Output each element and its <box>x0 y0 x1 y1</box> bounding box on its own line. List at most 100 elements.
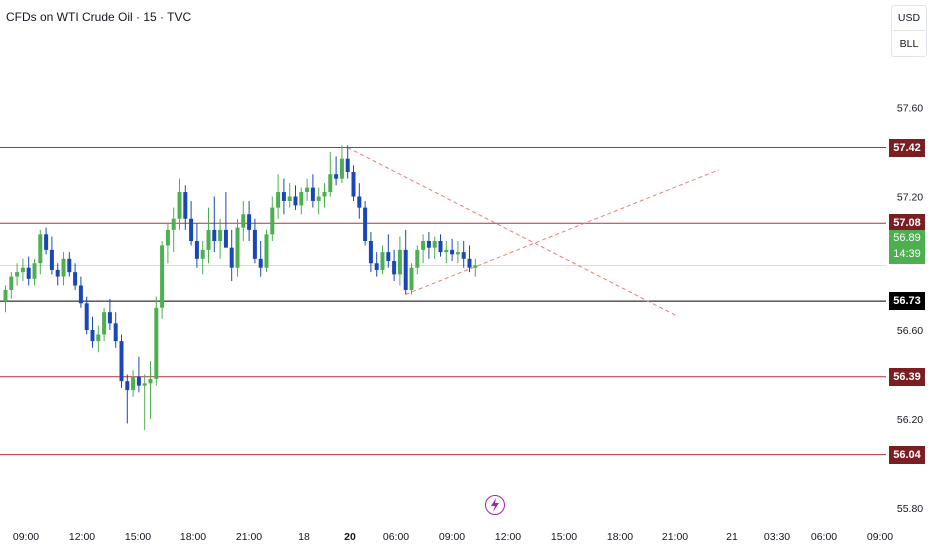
candle <box>142 374 147 431</box>
candle-body <box>73 272 78 286</box>
candle <box>374 252 379 277</box>
candle <box>3 285 8 313</box>
candle-body <box>142 383 147 386</box>
candle-body <box>38 234 43 264</box>
candle-body <box>148 378 153 384</box>
event-bolt-icon[interactable] <box>485 495 505 515</box>
candle <box>403 229 408 295</box>
candle <box>357 183 362 219</box>
candle <box>32 258 37 286</box>
candle-body <box>90 330 95 342</box>
candle <box>107 298 112 330</box>
candle-body <box>84 303 89 330</box>
candle <box>189 200 194 246</box>
candle-body <box>299 192 304 206</box>
candle-body <box>415 249 420 268</box>
level-price-label: 57.42 <box>889 138 925 157</box>
candle <box>461 241 466 268</box>
trend-line[interactable] <box>347 147 679 318</box>
candle <box>351 165 356 201</box>
currency-label[interactable]: USD <box>897 12 921 24</box>
candle-body <box>270 207 275 235</box>
candle <box>397 236 402 286</box>
candle-body <box>473 265 478 268</box>
candle-body <box>334 174 339 179</box>
level-price-label: 56.39 <box>889 367 925 386</box>
candle-body <box>206 229 211 250</box>
candle <box>264 229 269 273</box>
candle-body <box>136 376 141 386</box>
x-tick-label: 18:00 <box>180 531 206 543</box>
candle-body <box>189 218 194 241</box>
candle <box>426 232 431 259</box>
candle <box>363 200 368 246</box>
candle <box>241 200 246 241</box>
candle <box>258 241 263 277</box>
candle <box>38 229 43 275</box>
candle-body <box>9 276 14 290</box>
unit-label[interactable]: BLL <box>899 38 919 50</box>
candle <box>334 156 339 186</box>
candle <box>61 252 66 286</box>
candle-body <box>20 267 25 273</box>
candle-body <box>461 252 466 259</box>
candle-body <box>102 312 107 335</box>
candle-body <box>403 249 408 290</box>
header-divider <box>893 30 925 31</box>
x-tick-label: 06:00 <box>811 531 837 543</box>
candle <box>78 276 83 308</box>
candle <box>84 296 89 335</box>
candle-body <box>432 241 437 248</box>
x-tick-label: 09:00 <box>867 531 893 543</box>
y-tick-label: 56.60 <box>897 325 923 337</box>
candle-body <box>160 245 165 308</box>
candle <box>409 263 414 295</box>
candle-body <box>241 214 246 228</box>
candle <box>171 207 176 253</box>
y-tick-label: 57.60 <box>897 103 923 115</box>
candle <box>310 174 315 208</box>
candle-body <box>96 334 101 342</box>
candle <box>223 192 228 248</box>
candle <box>235 218 240 277</box>
candle-body <box>351 172 356 197</box>
candle <box>119 334 124 388</box>
candle-body <box>322 192 327 197</box>
candle-body <box>392 261 397 275</box>
trend-line[interactable] <box>405 169 720 295</box>
candle <box>316 187 321 215</box>
candle-body <box>357 196 362 208</box>
candle-body <box>438 241 443 253</box>
candle-body <box>444 249 449 253</box>
x-tick-label: 15:00 <box>125 531 151 543</box>
candle <box>339 145 344 184</box>
candle-body <box>32 263 37 279</box>
candle <box>102 307 107 342</box>
candle <box>49 236 54 275</box>
y-tick-label: 55.80 <box>897 503 923 515</box>
candle-body <box>281 192 286 201</box>
candle <box>113 312 118 348</box>
x-tick-label: 06:00 <box>383 531 409 543</box>
candle <box>148 361 153 419</box>
candle <box>345 145 350 179</box>
candle <box>473 258 478 277</box>
level-price-label: 57.08 <box>889 214 925 233</box>
candle <box>194 223 199 268</box>
candle <box>386 234 391 268</box>
candle <box>20 258 25 282</box>
candle <box>160 241 165 319</box>
candle <box>252 218 257 264</box>
candle-body <box>154 307 159 379</box>
candle-body <box>426 241 431 248</box>
candle-body <box>287 196 292 201</box>
y-tick-label: 57.20 <box>897 192 923 204</box>
candle-body <box>78 285 83 304</box>
candle <box>73 263 78 290</box>
scale-settings-box[interactable] <box>891 5 927 57</box>
candle <box>15 263 20 286</box>
candle <box>67 252 72 277</box>
candle <box>229 229 234 282</box>
candle-body <box>328 174 333 193</box>
